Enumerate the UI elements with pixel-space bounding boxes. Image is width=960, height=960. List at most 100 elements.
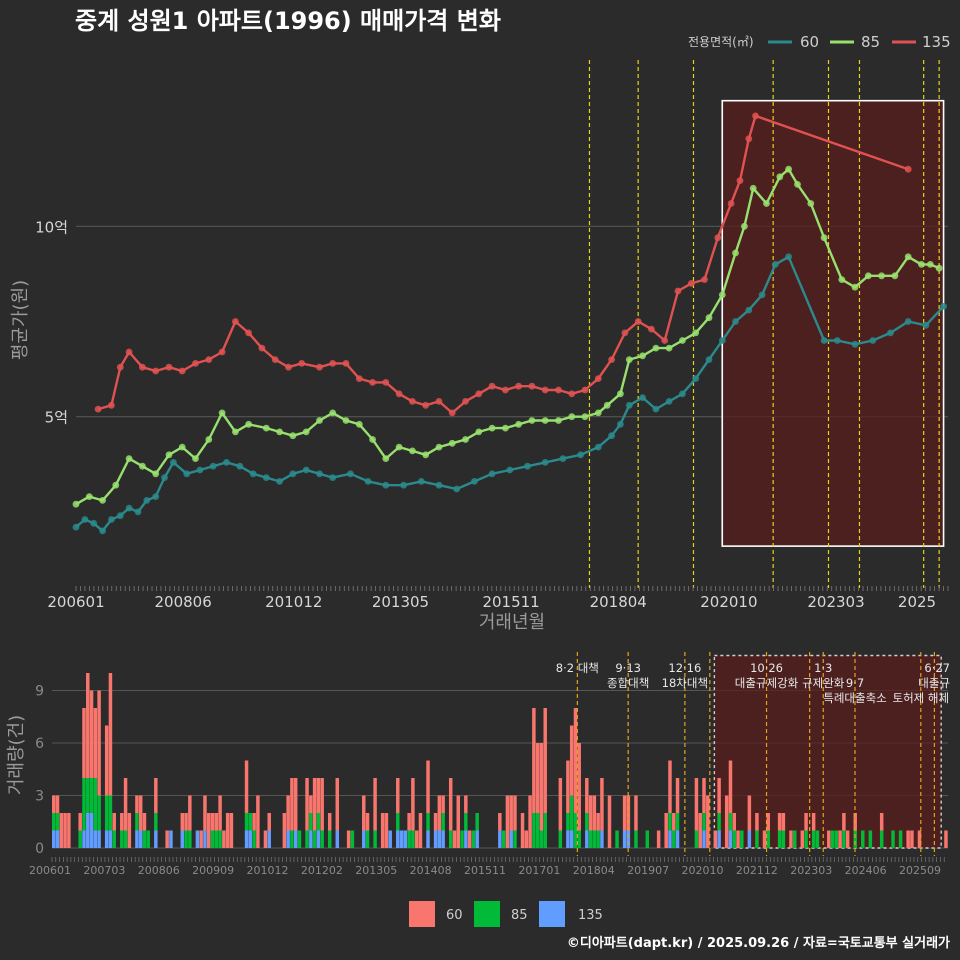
- volume-bar-199-1: [804, 830, 808, 848]
- volume-bar-172-1: [702, 813, 706, 831]
- volume-bar-56-2: [263, 830, 268, 848]
- volume-bar-52-0: [248, 830, 253, 848]
- price-y-tick-label-0: 5억: [45, 409, 68, 427]
- point-60-31: [471, 478, 478, 485]
- volume-bar-27-0: [154, 830, 158, 848]
- volume-bar-10-0: [89, 813, 94, 848]
- point-85-61: [864, 272, 872, 280]
- volume-bar-88-2: [384, 813, 389, 848]
- volume-x-tick-label-7: 201408: [410, 864, 452, 877]
- volume-bar-106-2: [452, 830, 457, 848]
- volume-bar-10-1: [89, 778, 94, 813]
- point-85-42: [625, 356, 633, 363]
- volume-bar-0-1: [52, 813, 56, 831]
- volume-bar-189-1: [766, 830, 771, 848]
- volume-bar-40-0: [203, 830, 207, 848]
- volume-bar-102-2: [437, 795, 442, 831]
- volume-bar-34-2: [180, 813, 185, 831]
- point-60-29: [435, 481, 443, 489]
- volume-bar-14-1: [104, 795, 109, 831]
- point-60-9: [152, 493, 160, 500]
- volume-bar-143-1: [592, 830, 597, 848]
- point-60-2: [90, 519, 98, 527]
- volume-bar-136-0: [566, 830, 570, 848]
- point-85-23: [382, 455, 390, 462]
- legend-label-85: 85: [861, 33, 880, 51]
- point-135-35: [555, 386, 562, 394]
- volume-bar-62-0: [286, 830, 290, 848]
- volume-bar-193-2: [781, 813, 786, 831]
- volume-bar-141-1: [585, 813, 589, 831]
- volume-bar-124-2: [520, 813, 525, 848]
- volume-bar-12-1: [97, 795, 101, 831]
- point-85-27: [435, 443, 443, 451]
- volume-bar-20-2: [127, 813, 132, 848]
- point-135-4: [139, 363, 146, 371]
- volume-y-tick-label-0: 0: [35, 841, 44, 857]
- point-85-56: [794, 181, 801, 188]
- volume-bar-118-2: [498, 813, 502, 831]
- volume-event-lines: [576, 652, 935, 856]
- point-85-65: [918, 261, 925, 268]
- volume-bar-12-0: [97, 830, 101, 848]
- point-135-5: [152, 367, 160, 375]
- volume-bar-41-2: [207, 813, 211, 848]
- policy-annotation-7-0: 6·27: [924, 661, 950, 675]
- volume-bar-136-2: [566, 760, 570, 813]
- volume-bar-101-2: [433, 813, 438, 831]
- point-135-43: [661, 337, 669, 344]
- point-60-25: [364, 478, 372, 485]
- volume-bar-15-0: [108, 830, 113, 848]
- point-85-10: [205, 436, 213, 443]
- point-60-8: [143, 497, 151, 504]
- volume-bar-93-0: [403, 830, 408, 848]
- point-85-12: [232, 428, 239, 436]
- price-y-axis-title: 평균가(원): [10, 280, 31, 360]
- volume-bar-27-1: [154, 813, 158, 831]
- point-60-61: [940, 302, 947, 310]
- volume-bar-42-1: [210, 830, 215, 848]
- volume-bar-70-0: [316, 830, 321, 848]
- point-60-33: [506, 466, 514, 474]
- volume-bar-23-2: [138, 795, 143, 831]
- price-event-lines: [588, 60, 940, 588]
- volume-bar-119-1: [501, 830, 506, 848]
- volume-bar-31-0: [169, 830, 173, 848]
- point-60-38: [594, 443, 602, 451]
- point-60-6: [125, 504, 133, 512]
- volume-bar-186-2: [755, 813, 759, 831]
- point-60-43: [652, 405, 660, 413]
- price-x-tick-label-8: 2025: [898, 593, 936, 611]
- volume-bar-202-1: [815, 830, 820, 848]
- volume-bar-97-2: [418, 813, 423, 848]
- volume-bar-122-1: [513, 830, 517, 848]
- volume-bar-210-2: [845, 830, 850, 848]
- point-135-28: [462, 398, 469, 405]
- point-135-39: [608, 356, 615, 363]
- point-60-20: [289, 470, 297, 478]
- point-85-15: [276, 428, 283, 436]
- volume-bar-43-2: [214, 813, 219, 831]
- point-85-52: [749, 184, 757, 192]
- volume-bar-134-2: [558, 778, 563, 831]
- point-135-12: [245, 329, 253, 337]
- volume-bar-165-1: [675, 813, 680, 831]
- volume-bar-87-2: [380, 813, 385, 848]
- volume-bar-209-2: [842, 813, 846, 831]
- point-60-37: [577, 451, 584, 459]
- point-85-35: [541, 417, 549, 424]
- volume-bar-0-2: [52, 795, 56, 813]
- volume-bar-147-2: [607, 795, 612, 848]
- volume-bar-125-2: [524, 830, 529, 848]
- point-60-54: [820, 337, 828, 344]
- point-135-31: [502, 386, 509, 394]
- point-85-3: [112, 481, 120, 489]
- volume-y-tick-label-2: 6: [35, 736, 44, 752]
- volume-bar-139-1: [577, 830, 581, 848]
- volume-bar-54-2: [256, 795, 260, 848]
- volume-bar-129-1: [539, 830, 544, 848]
- policy-annotation-2-0: 12·16: [668, 661, 701, 675]
- point-60-57: [869, 337, 877, 344]
- point-85-24: [395, 443, 403, 451]
- volume-bar-52-1: [248, 813, 253, 831]
